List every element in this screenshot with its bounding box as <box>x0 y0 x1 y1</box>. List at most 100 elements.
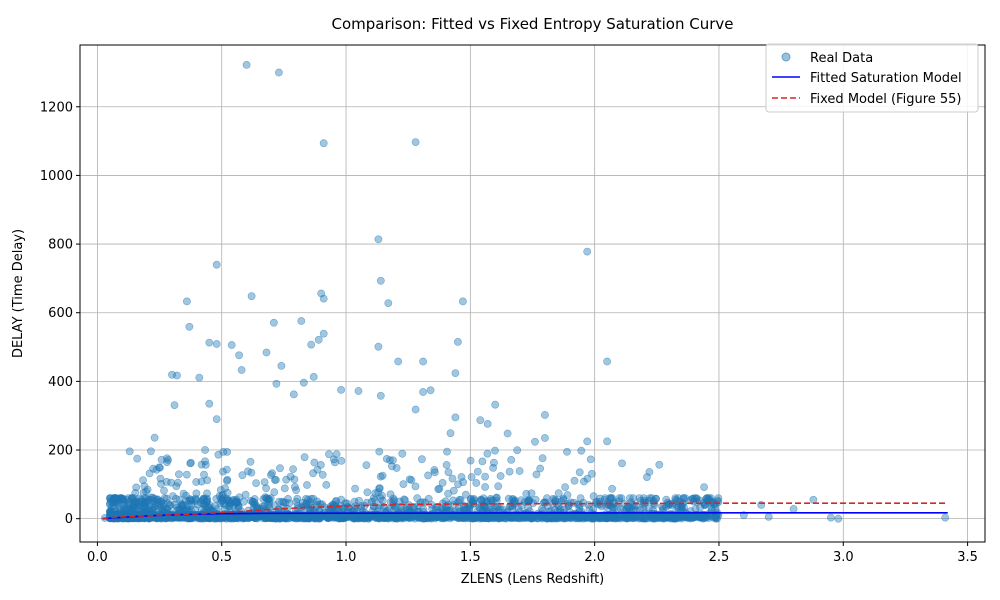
scatter-point <box>139 476 147 484</box>
scatter-point <box>314 335 323 344</box>
scatter-series-real-data <box>101 61 950 523</box>
scatter-point <box>636 513 645 521</box>
scatter-point <box>655 460 664 469</box>
scatter-point <box>527 513 535 522</box>
scatter-point <box>354 387 363 395</box>
scatter-point <box>232 499 241 507</box>
scatter-point <box>132 483 141 492</box>
scatter-point <box>221 484 229 493</box>
scatter-point <box>173 371 181 380</box>
scatter-point <box>613 504 622 513</box>
scatter-point <box>532 470 541 479</box>
scatter-point <box>587 513 595 522</box>
scatter-point <box>160 486 168 495</box>
x-tick-label: 3.5 <box>957 550 978 565</box>
scatter-point <box>411 482 420 491</box>
scatter-point <box>266 471 275 479</box>
scatter-point <box>186 458 195 467</box>
scatter-point <box>764 513 773 521</box>
scatter-point <box>143 485 152 494</box>
scatter-point <box>401 496 409 504</box>
scatter-point <box>197 477 206 486</box>
scatter-point <box>419 357 427 366</box>
scatter-point <box>388 456 397 465</box>
scatter-point <box>411 138 420 146</box>
scatter-point <box>623 513 631 522</box>
scatter-point <box>247 468 256 477</box>
scatter-point <box>286 472 295 481</box>
scatter-point <box>618 459 626 468</box>
scatter-point <box>357 514 366 523</box>
scatter-point <box>329 455 338 464</box>
scatter-point <box>789 505 798 513</box>
scatter-point <box>603 437 611 446</box>
scatter-point <box>478 457 487 466</box>
scatter-point <box>269 318 278 327</box>
scatter-point <box>413 494 422 503</box>
scatter-point <box>583 247 592 256</box>
x-axis-label: ZLENS (Lens Redshift) <box>461 572 605 587</box>
scatter-point <box>941 513 950 522</box>
scatter-point <box>663 512 672 521</box>
scatter-point <box>106 499 114 508</box>
scatter-point <box>527 489 536 498</box>
scatter-point <box>492 493 501 502</box>
scatter-point <box>292 486 300 495</box>
scatter-point <box>319 294 328 303</box>
scatter-point <box>827 513 835 522</box>
y-axis-label: DELAY (Time Delay) <box>11 229 26 358</box>
scatter-point <box>274 68 283 77</box>
y-tick-label: 0 <box>65 512 73 527</box>
scatter-point <box>309 372 318 381</box>
scatter-point <box>494 514 503 523</box>
scatter-point <box>247 292 256 301</box>
legend: Real Data Fitted Saturation Model Fixed … <box>765 43 979 113</box>
scatter-point <box>282 475 291 484</box>
scatter-point <box>303 481 311 489</box>
scatter-point <box>242 61 251 69</box>
scatter-point <box>606 494 615 502</box>
scatter-point <box>362 461 371 469</box>
plot-area-frame <box>79 44 986 543</box>
scatter-point <box>458 297 467 306</box>
scatter-point <box>411 405 420 414</box>
scatter-point <box>677 514 686 523</box>
y-tick-label: 600 <box>48 306 73 321</box>
scatter-point <box>192 489 201 498</box>
scatter-point <box>299 378 308 387</box>
scatter-point <box>476 416 485 425</box>
scatter-point <box>448 474 457 483</box>
scatter-point <box>570 476 579 485</box>
scatter-point <box>505 467 514 476</box>
scatter-point <box>149 502 157 511</box>
scatter-point <box>377 491 386 500</box>
scatter-point <box>378 496 387 505</box>
scatter-point <box>481 483 489 491</box>
scatter-point <box>503 429 512 438</box>
x-tick-label: 0.0 <box>87 550 108 565</box>
scatter-point <box>376 472 385 481</box>
scatter-point <box>596 494 604 503</box>
scatter-point <box>212 415 221 423</box>
scatter-point <box>138 513 146 522</box>
scatter-point <box>386 490 395 499</box>
scatter-point <box>540 498 549 507</box>
scatter-point <box>170 401 179 409</box>
scatter-point <box>662 502 671 511</box>
scatter-point <box>262 484 270 493</box>
scatter-point <box>272 379 281 388</box>
scatter-point <box>453 337 462 346</box>
scatter-point <box>199 495 208 504</box>
legend-label-fixed-model: Fixed Model (Figure 55) <box>810 92 962 107</box>
scatter-point <box>173 478 182 487</box>
scatter-point <box>376 276 385 285</box>
scatter-point <box>133 454 142 463</box>
scatter-point <box>426 386 435 395</box>
scatter-point <box>507 455 516 464</box>
scatter-point <box>376 391 385 400</box>
scatter-point <box>396 513 405 522</box>
y-tick-label: 200 <box>48 444 73 459</box>
x-tick-label: 3.0 <box>833 550 854 565</box>
scatter-point <box>319 329 328 338</box>
scatter-point <box>222 465 231 474</box>
